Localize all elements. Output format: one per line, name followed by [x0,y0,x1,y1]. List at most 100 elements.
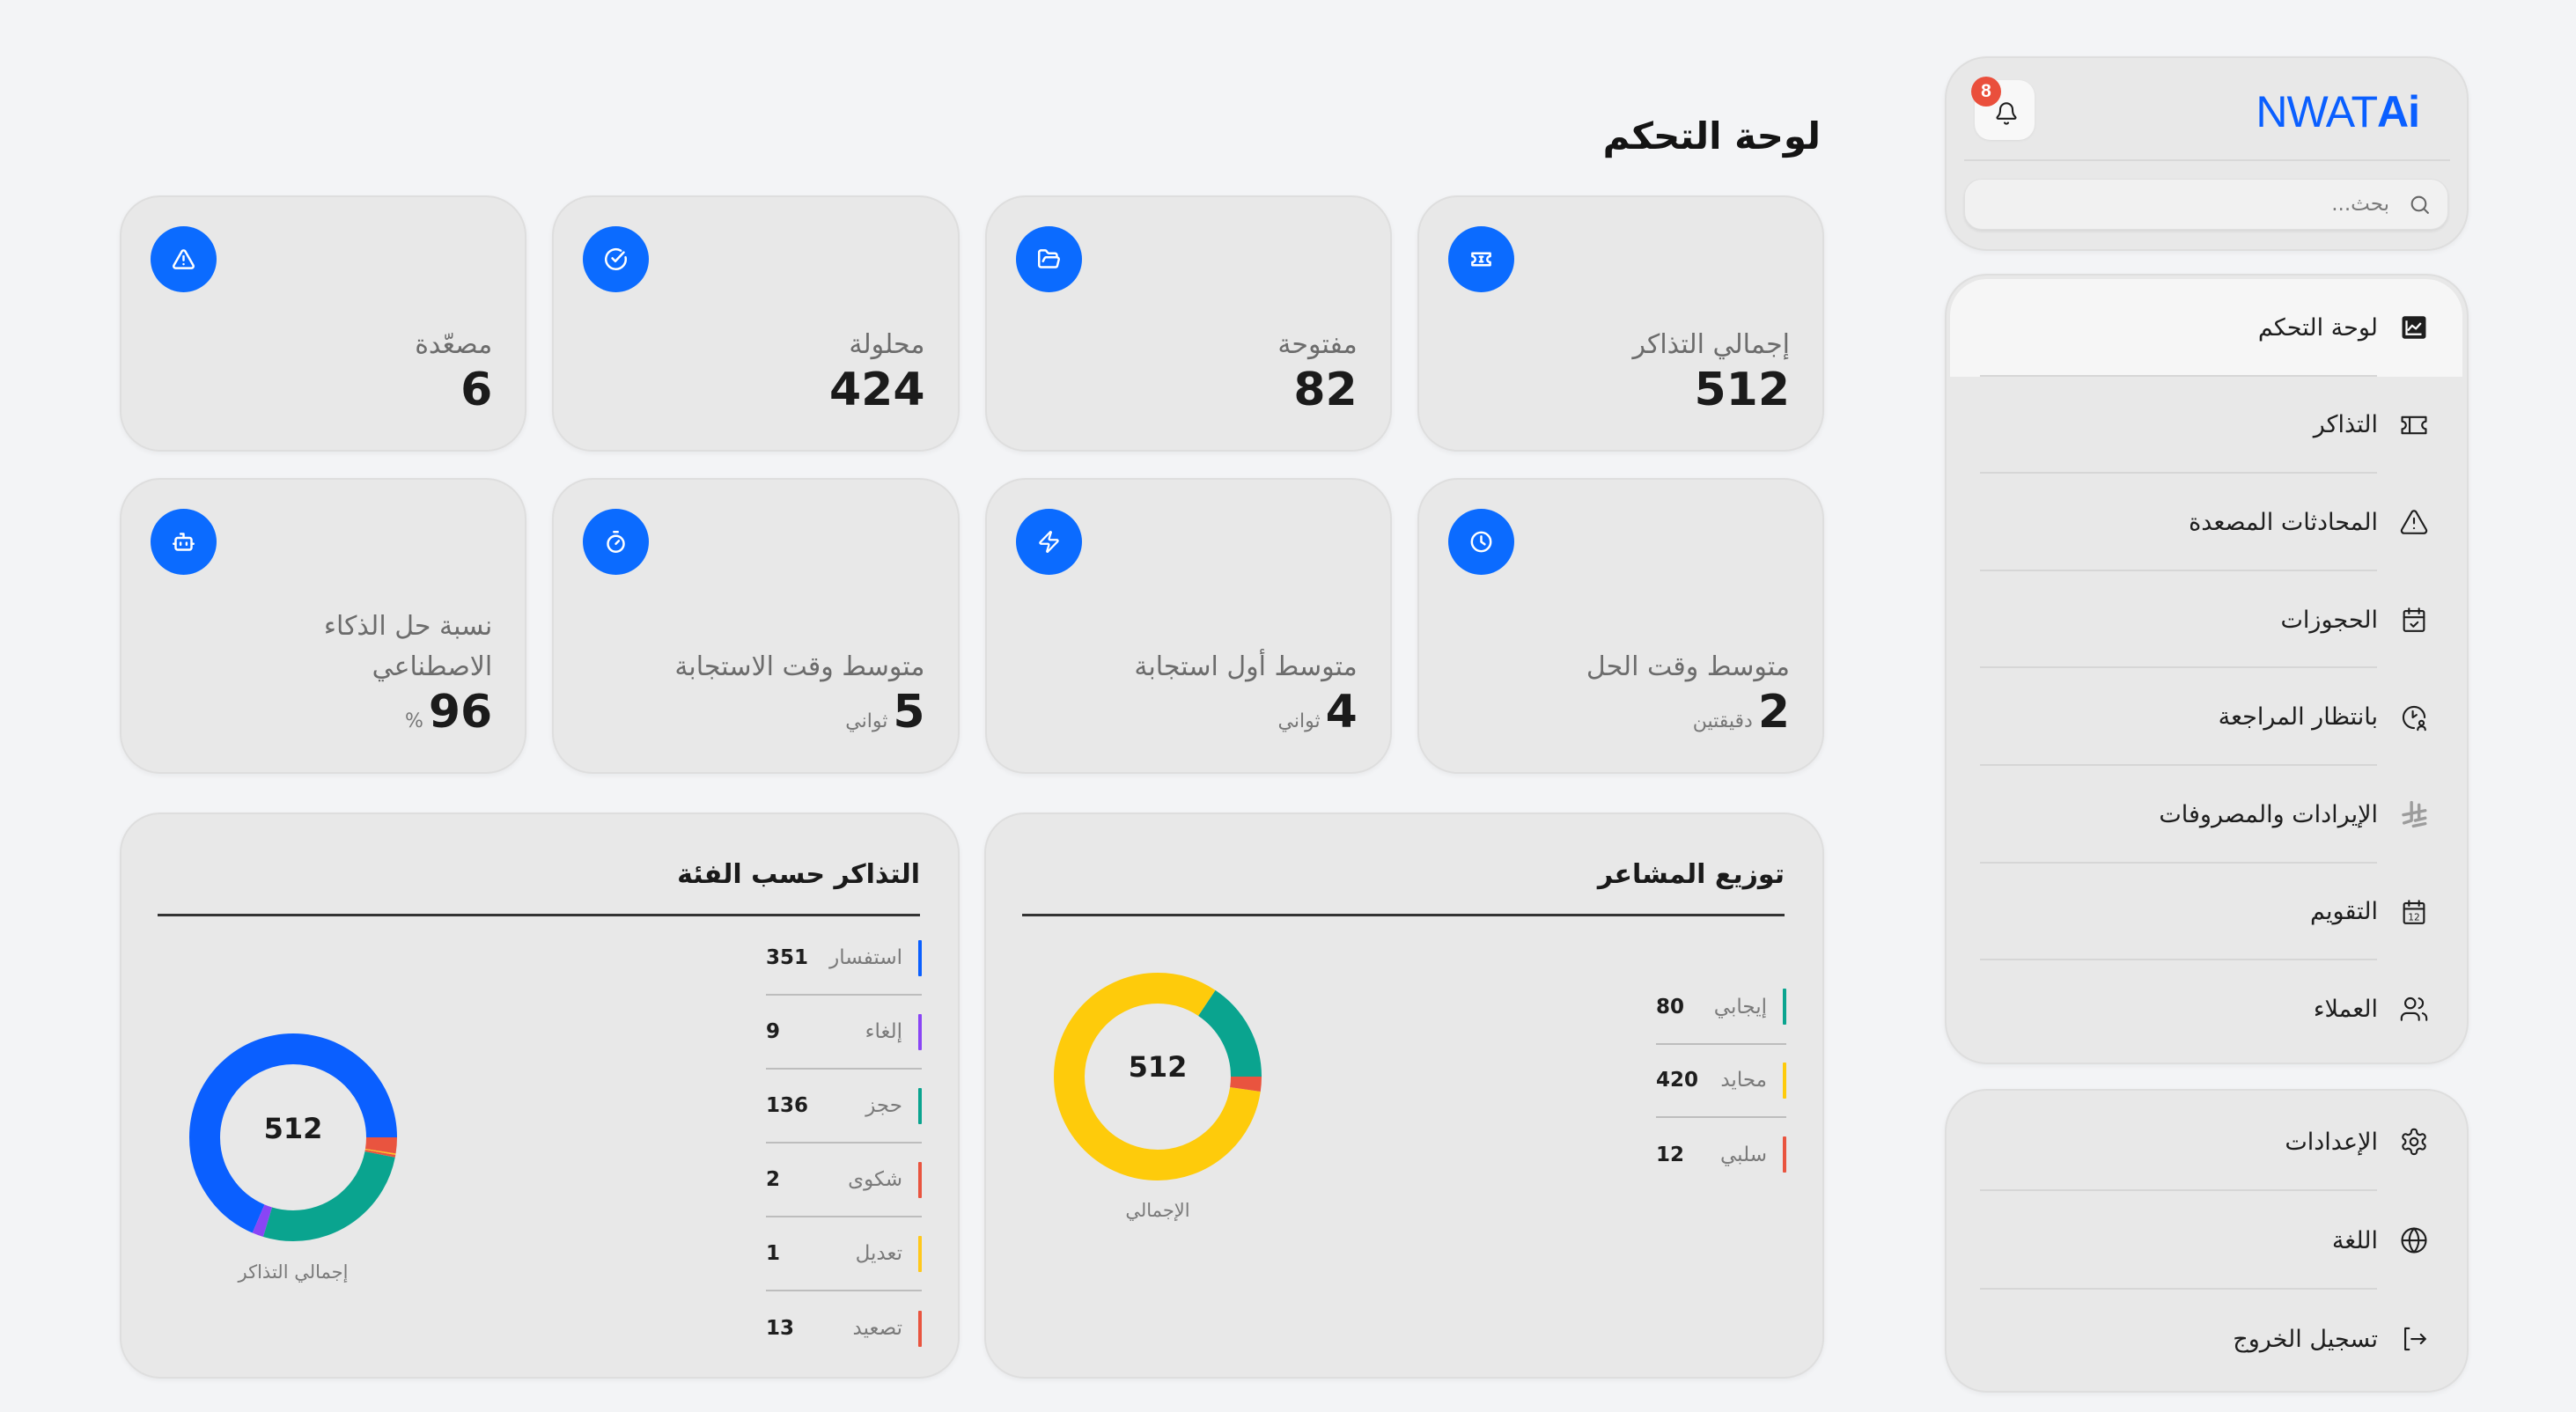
notifications-button[interactable]: 8 [1971,77,2035,140]
calendar-check-icon [2403,607,2425,632]
donut-segment [1054,973,1262,1180]
legend-item: سلبي 12 [1656,1118,1786,1192]
stat-label: متوسط وقت الحل [1586,651,1790,682]
sidebar-item-logout[interactable]: تسجيل الخروج [1950,1290,2462,1388]
divider [158,914,920,916]
search-input[interactable] [1965,180,2447,229]
donut-segment [189,1033,397,1241]
logo-accent: Ai [2377,87,2420,136]
sentiment-donut-chart [1054,973,1262,1180]
sidebar-item-revenue-expenses[interactable]: الإيرادات والمصروفات [1950,766,2462,864]
sidebar-item-settings[interactable]: الإعدادات [1950,1092,2462,1191]
legend-label: حجز [865,1094,902,1117]
stat-value: 424 [828,364,925,416]
alert-triangle-icon [173,249,195,269]
sidebar-item-label: الحجوزات [2280,606,2379,634]
legend-value: 136 [766,1094,809,1117]
legend-color-bar [918,1087,922,1124]
donut-total: 512 [1128,1050,1188,1084]
legend-label: تصعيد [852,1317,902,1340]
chart-legend: استفسار 351 إلغاء 9 حجز 136 شكوى 2 [766,922,922,1365]
sidebar-item-label: اللغة [2331,1226,2378,1254]
folder-open-icon [1037,249,1060,268]
donut-segment [189,1033,397,1241]
sidebar-item-label: العملاء [2313,995,2378,1023]
stat-value: 512 [1694,364,1790,416]
sidebar-footer: الإعدادات اللغة تسجيل الخروج [1945,1089,2469,1393]
clock-icon [1470,531,1492,553]
clock-user-icon [2402,705,2426,731]
settings-icon [2402,1128,2426,1156]
sidebar-item-label: تسجيل الخروج [2233,1325,2378,1353]
stat-value: 4 [1325,686,1358,739]
sidebar-item-language[interactable]: اللغة [1950,1191,2462,1290]
check-circle-icon [605,247,628,270]
page-title: لوحة التحكم [1602,114,1821,158]
bell-icon [1996,102,2017,125]
timer-icon [607,531,625,553]
stat-label: نسبة حل الذكاء الاصطناعي [323,611,493,682]
stat-card-avg-resolution-time: متوسط وقت الحل 2 دقيقتين [1417,478,1824,774]
donut-caption: إجمالي التذاكر [238,1261,349,1283]
search-box [1964,179,2448,230]
stats-grid: إجمالي التذاكر 512 مفتوحة 82 محلولة 424 [120,195,1824,774]
logo-text: NWAT [2256,87,2378,136]
sentiment-chart-card: توزيع المشاعر إيجابي 80 محايد 420 سلبي 1… [984,813,1824,1379]
stat-label: مصعّدة [415,329,493,360]
globe-icon [2401,1227,2427,1254]
stat-value: 2 [1757,686,1790,739]
sidebar-item-label: الإيرادات والمصروفات [2159,800,2378,828]
bot-icon [173,533,195,551]
legend-value: 80 [1656,995,1685,1019]
legend-value: 420 [1656,1069,1699,1092]
sidebar-header-card: 8 NWATAi [1945,56,2469,251]
sidebar-item-calendar[interactable]: 12 التقويم [1950,864,2462,961]
stat-label: محلولة [849,329,925,360]
chart-title: التذاكر حسب الفئة [677,859,920,890]
sidebar-item-bookings[interactable]: الحجوزات [1950,571,2462,669]
sidebar-item-escalated-chats[interactable]: المحادثات المصعدة [1950,474,2462,571]
stat-icon-badge [1015,509,1082,575]
calendar-icon: 12 [2403,900,2425,924]
legend-color-bar [918,1235,922,1272]
sidebar-item-label: الإعدادات [2285,1128,2378,1156]
stat-unit: ثواني [1277,710,1321,732]
legend-label: استفسار [829,946,902,969]
sidebar-item-dashboard[interactable]: لوحة التحكم [1950,279,2462,377]
stat-card-total-tickets: إجمالي التذاكر 512 [1417,195,1824,452]
divider [1964,159,2450,161]
sidebar-item-tickets[interactable]: التذاكر [1950,377,2462,474]
legend-value: 12 [1656,1143,1685,1166]
sidebar-item-label: التقويم [2310,898,2378,926]
stat-card-resolved: محلولة 424 [552,195,960,452]
legend-label: شكوى [848,1168,902,1191]
legend-item: محايد 420 [1656,1045,1786,1118]
stat-label: متوسط أول استجابة [1134,651,1358,682]
stat-unit: % [404,710,423,732]
legend-label: إيجابي [1713,995,1767,1019]
donut-total: 512 [263,1112,323,1145]
legend-label: إلغاء [865,1020,902,1043]
legend-item: شكوى 2 [766,1144,922,1217]
legend-item: إيجابي 80 [1656,971,1786,1045]
legend-item: تعديل 1 [766,1217,922,1291]
stat-value: 6 [460,364,493,416]
legend-color-bar [1783,1062,1786,1099]
stat-card-avg-response-time: متوسط وقت الاستجابة 5 ثواني [552,478,960,774]
sidebar-item-customers[interactable]: العملاء [1950,960,2462,1058]
stat-card-ai-resolution-rate: نسبة حل الذكاء الاصطناعي 96% [120,478,527,774]
zap-icon [1038,531,1059,553]
stat-label: إجمالي التذاكر [1632,329,1791,360]
search-icon [2410,195,2429,214]
legend-label: سلبي [1720,1143,1767,1166]
legend-color-bar [918,1161,922,1198]
legend-color-bar [918,1013,922,1050]
sidebar-item-pending-review[interactable]: بانتظار المراجعة [1950,668,2462,766]
donut-caption: الإجمالي [1125,1200,1190,1221]
stat-card-avg-first-response: متوسط أول استجابة 4 ثواني [984,478,1392,774]
sidebar-nav: لوحة التحكم التذاكر المحادثات المصعدة ال… [1945,274,2469,1064]
notification-count-badge: 8 [1971,77,2001,107]
stat-icon-badge [151,509,217,575]
legend-value: 9 [766,1020,781,1043]
stat-icon-badge [1447,509,1514,575]
